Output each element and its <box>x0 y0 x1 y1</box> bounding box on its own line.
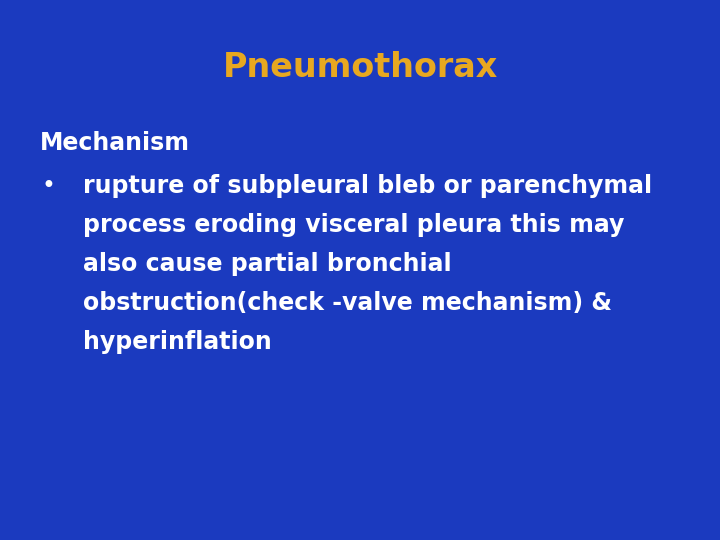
Text: Pneumothorax: Pneumothorax <box>222 51 498 84</box>
Text: Mechanism: Mechanism <box>40 131 189 155</box>
Text: obstruction(check -valve mechanism) &: obstruction(check -valve mechanism) & <box>83 291 612 315</box>
Text: hyperinflation: hyperinflation <box>83 330 271 354</box>
Text: •: • <box>42 174 55 198</box>
Text: process eroding visceral pleura this may: process eroding visceral pleura this may <box>83 213 624 237</box>
Text: rupture of subpleural bleb or parenchymal: rupture of subpleural bleb or parenchyma… <box>83 174 652 198</box>
Text: also cause partial bronchial: also cause partial bronchial <box>83 252 451 276</box>
